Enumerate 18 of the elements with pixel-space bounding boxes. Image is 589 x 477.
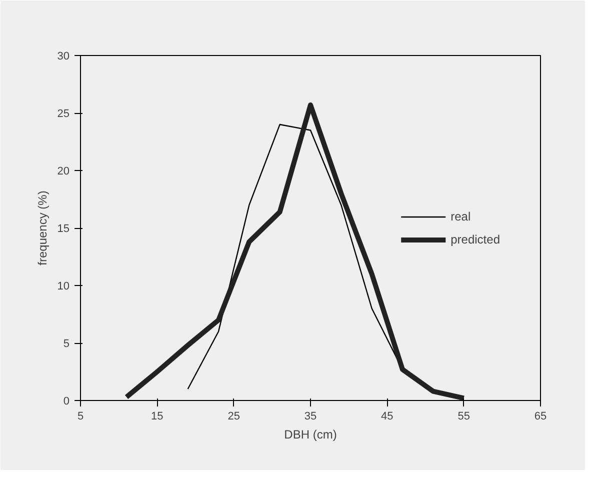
y-axis-title: frequency (%) bbox=[35, 190, 50, 266]
x-axis-title: DBH (cm) bbox=[284, 428, 337, 442]
y-tick-label: 0 bbox=[63, 396, 70, 408]
y-tick-label: 15 bbox=[57, 223, 70, 235]
y-tick-label: 5 bbox=[63, 338, 70, 350]
x-tick-label: 25 bbox=[228, 410, 240, 422]
x-tick-label: 35 bbox=[304, 410, 317, 422]
y-tick-label: 25 bbox=[57, 108, 70, 120]
y-tick-label: 30 bbox=[57, 50, 70, 62]
x-tick-label: 65 bbox=[534, 410, 547, 422]
x-tick-label: 45 bbox=[381, 410, 394, 422]
x-tick-label: 15 bbox=[151, 410, 164, 422]
y-tick-label: 20 bbox=[57, 166, 70, 178]
x-tick-label: 5 bbox=[77, 410, 84, 422]
x-tick-label: 55 bbox=[458, 410, 470, 422]
legend-label: real bbox=[450, 209, 471, 223]
legend-label: predicted bbox=[450, 232, 500, 246]
y-tick-label: 10 bbox=[57, 280, 70, 292]
